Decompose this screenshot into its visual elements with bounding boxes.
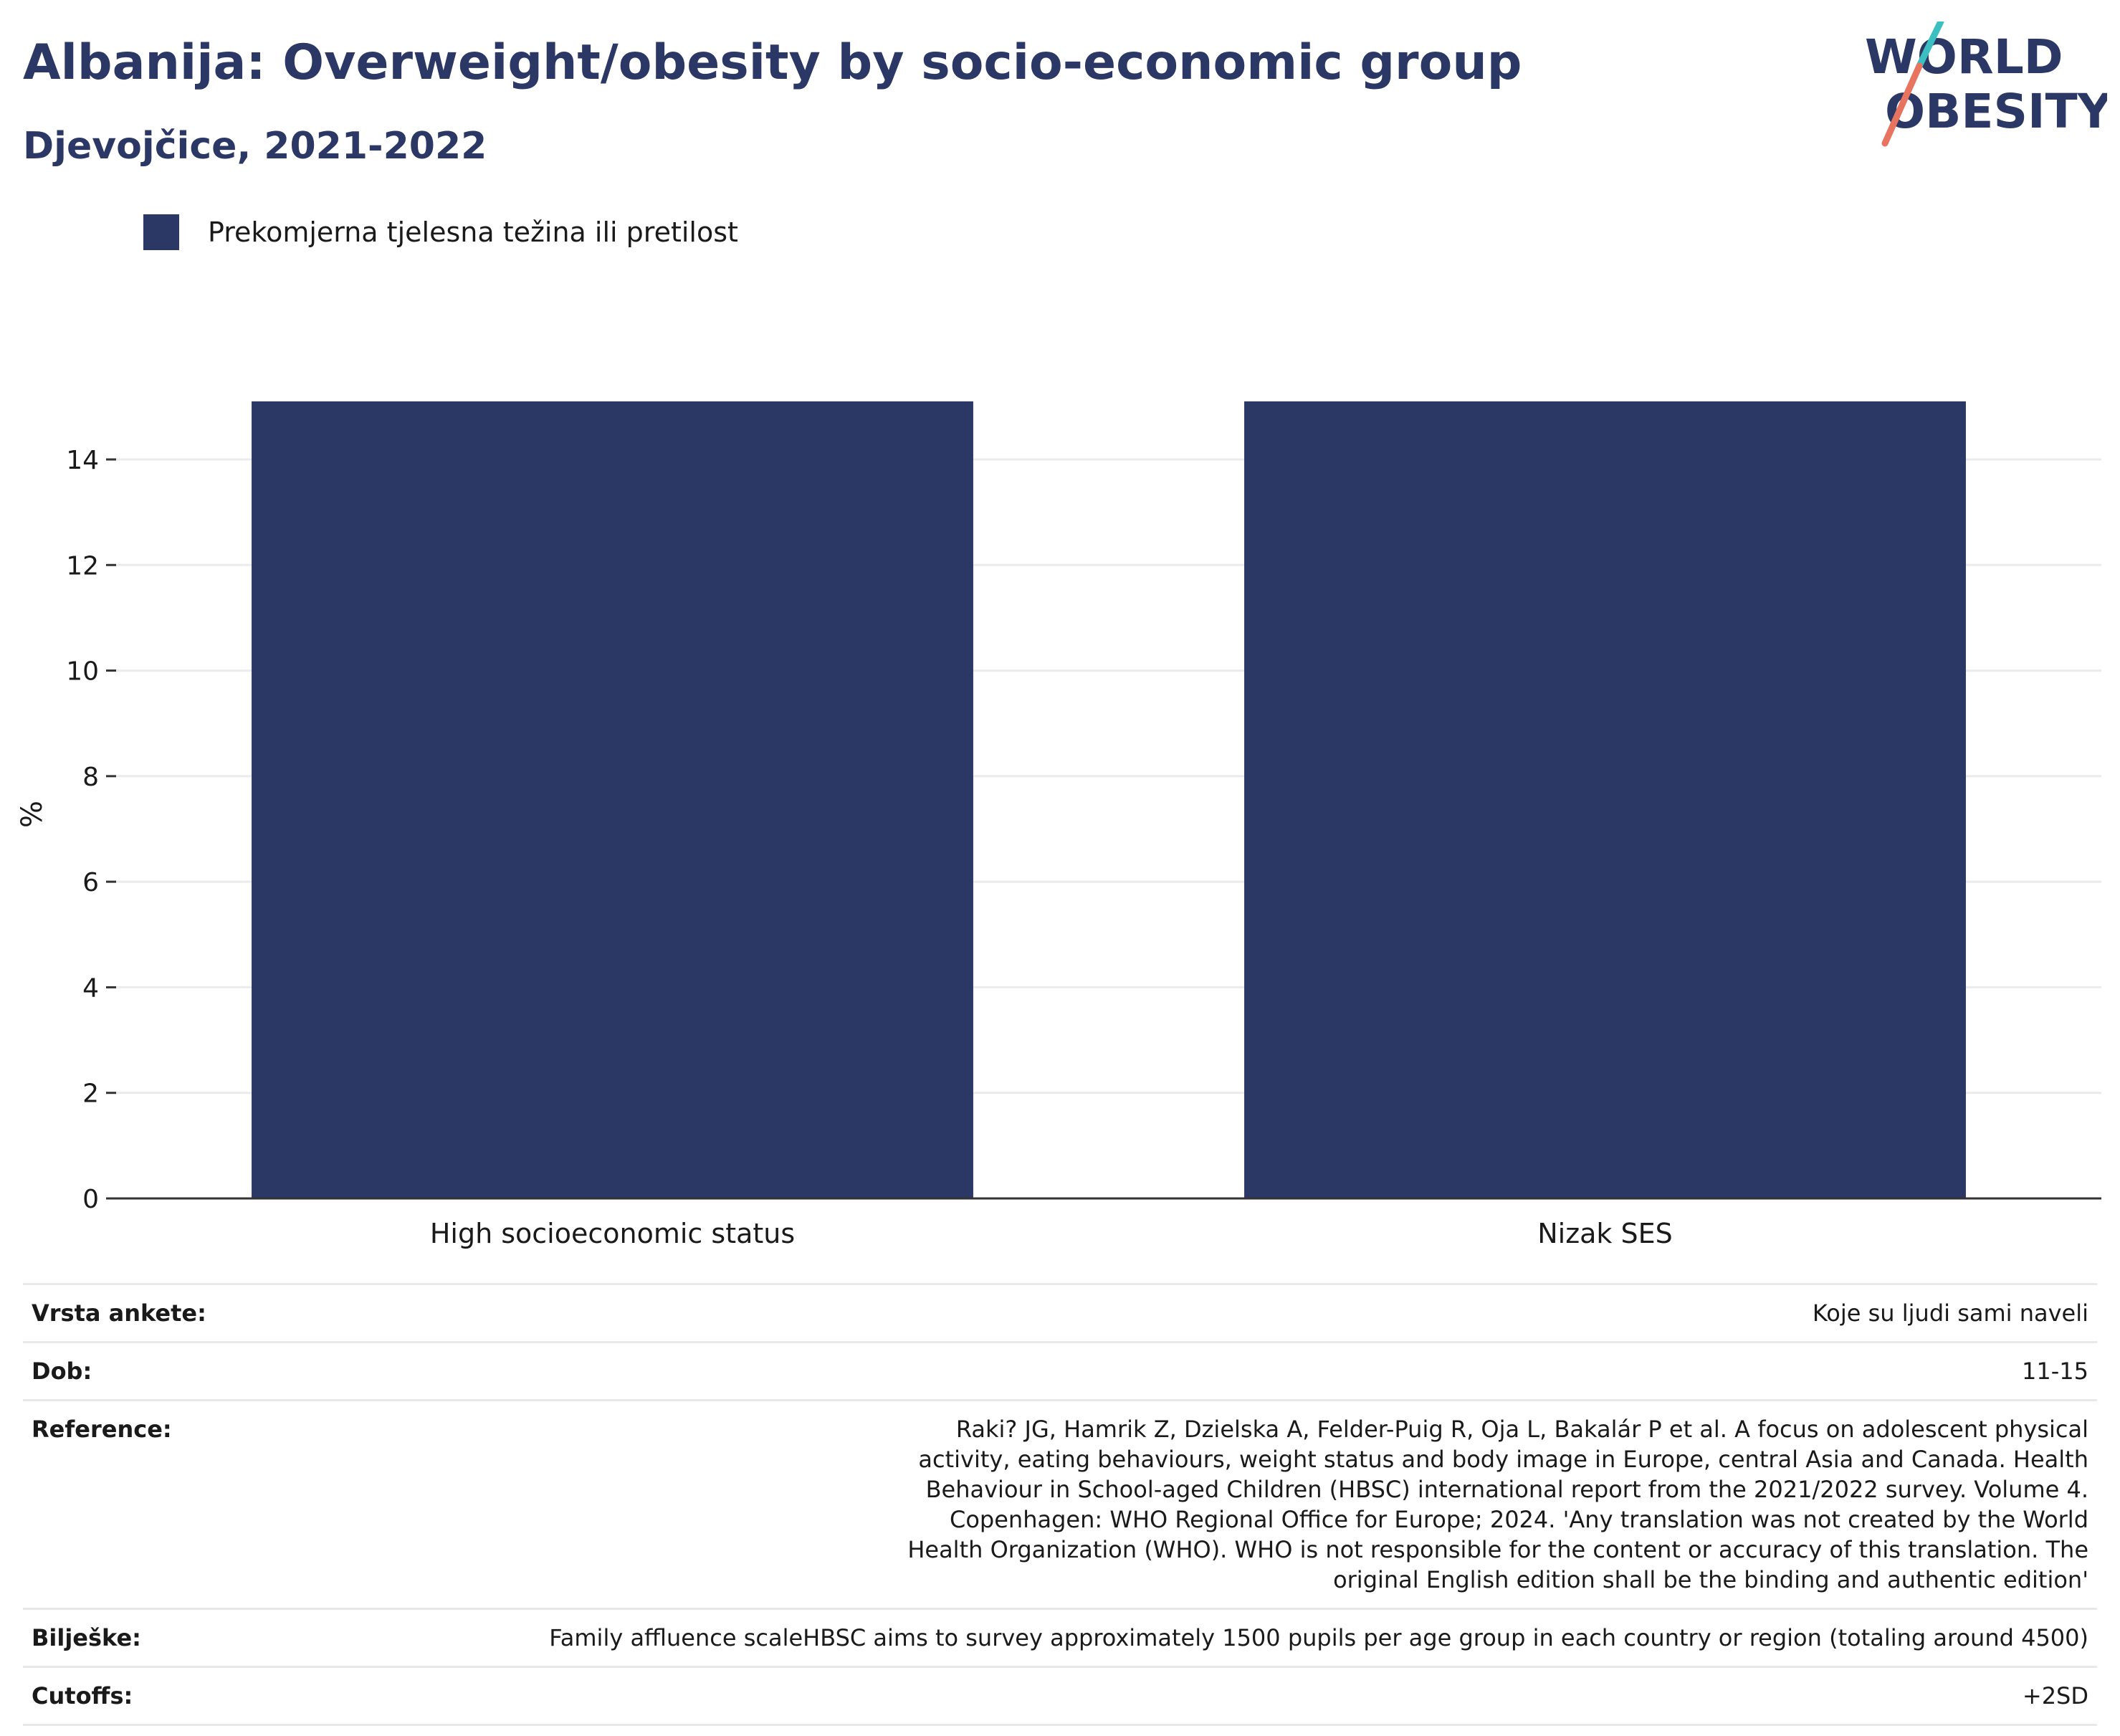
y-axis-label: % — [16, 801, 49, 828]
logo-text-obesity: OBESITY — [1885, 84, 2107, 139]
info-label: Cutoffs: — [32, 1682, 133, 1709]
info-label: Bilješke: — [32, 1624, 141, 1651]
info-row-notes: Bilješke: Family affluence scaleHBSC aim… — [23, 1608, 2097, 1667]
x-tick-label: Nizak SES — [1537, 1218, 1673, 1249]
logo-slash-coral — [1881, 62, 1923, 147]
info-value: +2SD — [2022, 1682, 2088, 1709]
chart-subtitle: Djevojčice, 2021-2022 — [23, 125, 487, 168]
chart-title: Albanija: Overweight/obesity by socio-ec… — [23, 34, 1522, 91]
y-tick-label: 10 — [66, 657, 99, 687]
legend-swatch — [143, 214, 179, 250]
info-value: Raki? JG, Hamrik Z, Dzielska A, Felder-P… — [907, 1416, 2088, 1593]
y-tick-label: 2 — [82, 1079, 99, 1109]
info-row-cutoffs: Cutoffs: +2SD — [23, 1666, 2097, 1725]
y-tick-label: 12 — [66, 551, 99, 581]
info-label: Dob: — [32, 1358, 92, 1385]
info-row-reference: Reference: Raki? JG, Hamrik Z, Dzielska … — [23, 1400, 2097, 1609]
y-tick-label: 4 — [82, 973, 99, 1003]
chart-legend: Prekomjerna tjelesna težina ili pretilos… — [143, 214, 738, 251]
info-value: Family affluence scaleHBSC aims to surve… — [549, 1624, 2088, 1651]
info-label: Reference: — [32, 1416, 172, 1443]
info-table: Vrsta ankete: Koje su ljudi sami naveli … — [23, 1283, 2097, 1726]
bar — [252, 401, 973, 1198]
info-value: Koje su ljudi sami naveli — [1812, 1299, 2088, 1327]
x-tick-label: High socioeconomic status — [430, 1218, 795, 1249]
y-tick-label: 14 — [66, 446, 99, 475]
legend-label: Prekomjerna tjelesna težina ili pretilos… — [208, 216, 738, 248]
logo-slash-teal — [1916, 22, 1944, 70]
world-obesity-logo: WORLD OBESITY — [1865, 22, 2107, 147]
info-row-age: Dob: 11-15 — [23, 1342, 2097, 1401]
bar-chart: 0 2 4 6 8 10 12 14 High socioeconomic status Niza… — [16, 401, 2101, 1249]
info-label: Vrsta ankete: — [32, 1299, 206, 1327]
logo-text-world: WORLD — [1865, 29, 2063, 85]
info-value: 11-15 — [2022, 1358, 2088, 1385]
bar — [1244, 401, 1966, 1198]
y-tick-label: 0 — [82, 1185, 99, 1214]
y-tick-label: 6 — [82, 868, 99, 897]
y-tick-label: 8 — [82, 763, 99, 792]
info-row-survey-type: Vrsta ankete: Koje su ljudi sami naveli — [23, 1284, 2097, 1342]
